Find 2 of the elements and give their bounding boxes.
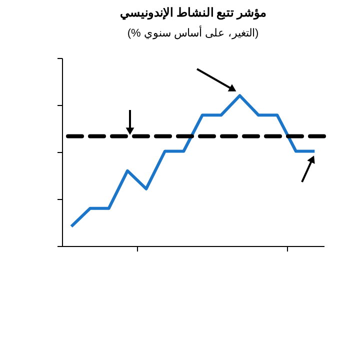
- chart-subtitle: (% التغير، على أساس سنوي): [127, 26, 259, 40]
- chart-title: مؤشر تتبع النشاط الإندونيسي: [120, 6, 266, 20]
